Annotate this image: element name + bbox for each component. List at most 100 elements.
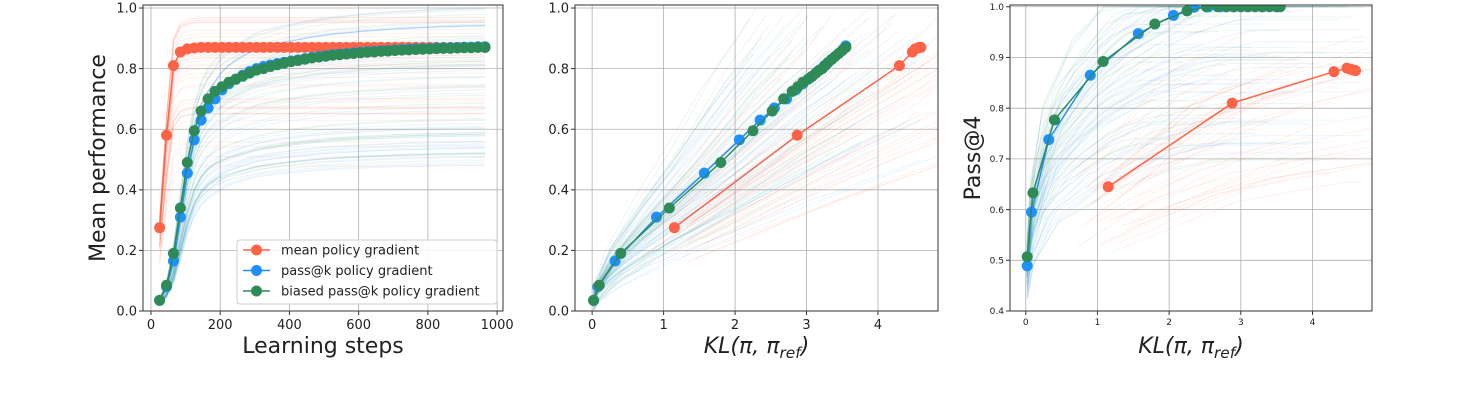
y-tick-label: 0.8: [990, 104, 1005, 114]
background-run-line: [1026, 47, 1296, 276]
background-run-line: [686, 60, 938, 227]
background-run-line: [656, 61, 853, 230]
background-run-line: [159, 86, 485, 303]
background-run-line: [593, 60, 902, 295]
background-run-line: [592, 25, 770, 298]
background-run-line: [1027, 52, 1327, 264]
background-run-line: [1111, 35, 1370, 172]
background-run-line: [1103, 85, 1339, 191]
background-run-line: [592, 68, 756, 307]
background-run-line: [159, 146, 485, 305]
background-run-line: [1139, 114, 1372, 197]
y-axis-label: Pass@4: [961, 116, 986, 201]
background-run-line: [1103, 101, 1338, 204]
data-point: [915, 41, 927, 53]
background-run-line: [1027, 41, 1366, 287]
background-run-line: [1076, 177, 1232, 248]
background-run-line: [159, 86, 485, 303]
chart-panel-2: 0 1 2 3 4 0.0 0.2 0.4 0.6 0.8 1.0 KL(π, πref): [548, 2, 939, 362]
background-run-line: [1027, 91, 1355, 264]
background-run-line: [686, 54, 938, 226]
background-run-line: [159, 76, 485, 238]
background-run-line: [1093, 63, 1298, 191]
data-point: [715, 157, 727, 169]
background-run-line: [593, 112, 874, 310]
data-point: [1212, 5, 1224, 13]
background-run-line: [1116, 87, 1372, 199]
background-run-line: [1137, 89, 1372, 182]
background-run-line: [159, 105, 485, 304]
data-point: [1097, 56, 1109, 68]
legend-swatch-marker: [251, 244, 262, 256]
background-run-line: [592, 155, 787, 298]
legend-label: pass@k policy gradient: [281, 264, 433, 279]
background-run-line: [1027, 52, 1372, 268]
data-point: [663, 202, 675, 214]
background-run-line: [686, 54, 938, 228]
background-run-line: [1130, 146, 1372, 222]
background-run-line: [159, 19, 485, 220]
background-run-line: [1027, 29, 1360, 258]
background-run-line: [1130, 139, 1372, 225]
legend-swatch-marker: [251, 265, 262, 276]
background-run-line: [592, 114, 806, 304]
data-point: [161, 129, 173, 141]
background-run-line: [676, 61, 931, 231]
background-run-line: [1026, 44, 1202, 268]
background-run-line: [159, 84, 485, 240]
background-run-line: [1075, 76, 1228, 187]
y-tick-label: 0.0: [116, 305, 137, 320]
y-tick-label: 0.6: [990, 206, 1005, 216]
background-run-line: [1026, 121, 1189, 286]
data-point: [747, 125, 759, 137]
background-run-line: [700, 120, 938, 241]
background-run-line: [159, 113, 485, 249]
background-run-line: [159, 24, 485, 300]
background-run-line: [159, 134, 485, 305]
background-run-line: [1092, 90, 1296, 204]
background-run-line: [159, 21, 485, 220]
background-run-line: [592, 110, 786, 306]
background-run-line: [159, 24, 485, 300]
background-run-line: [159, 76, 485, 302]
background-run-line: [1085, 78, 1267, 189]
background-run-line: [1106, 152, 1350, 222]
series-mean: [1102, 62, 1362, 193]
background-run-line: [1026, 63, 1315, 253]
background-run-line: [159, 17, 485, 219]
background-run-line: [1079, 138, 1244, 228]
data-point: [1027, 187, 1039, 199]
y-axis-label: Mean performance: [86, 54, 111, 262]
background-run-line: [159, 112, 485, 249]
x-tick-label: 4: [1310, 318, 1316, 328]
background-run-line: [1026, 92, 1250, 269]
background-run-line: [159, 29, 485, 223]
background-run-line: [704, 141, 938, 244]
y-tick-label: 0.0: [548, 305, 569, 320]
legend-label: mean policy gradient: [281, 244, 419, 259]
background-run-line: [592, 76, 783, 298]
x-tick-label: 1: [659, 318, 667, 333]
x-tick-label: 3: [1238, 318, 1244, 328]
data-point: [893, 60, 905, 72]
x-tick-label: 600: [346, 318, 371, 333]
background-run-line: [1026, 82, 1255, 284]
background-run-line: [159, 13, 485, 300]
data-point: [1021, 251, 1033, 263]
background-runs: [592, 7, 938, 311]
background-run-line: [659, 145, 862, 264]
background-run-line: [1091, 91, 1289, 204]
background-run-line: [1026, 54, 1261, 285]
background-run-line: [1075, 106, 1228, 208]
background-run-line: [593, 133, 879, 300]
background-run-line: [593, 80, 831, 298]
background-run-line: [592, 19, 802, 293]
background-run-line: [159, 85, 485, 303]
background-run-line: [159, 119, 485, 251]
background-run-line: [1140, 152, 1372, 216]
background-run-line: [1026, 59, 1298, 278]
x-axis-label: KL(π, πref): [704, 334, 810, 362]
background-run-line: [593, 80, 824, 300]
background-run-line: [642, 145, 794, 258]
